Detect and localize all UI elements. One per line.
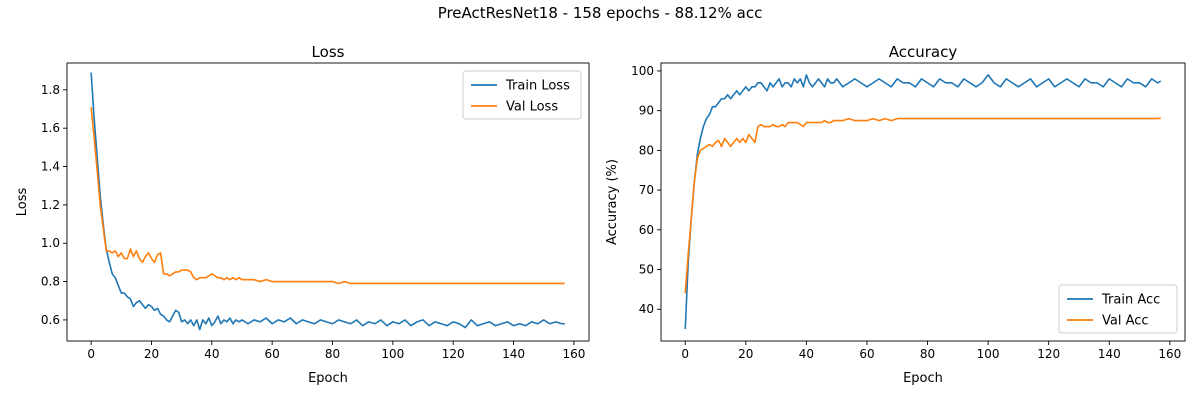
y-tick-label: 1.2 bbox=[41, 198, 60, 212]
x-tick-label: 40 bbox=[204, 347, 219, 361]
y-tick-label: 70 bbox=[639, 183, 654, 197]
y-tick-label: 1.4 bbox=[41, 160, 60, 174]
x-tick-label: 0 bbox=[87, 347, 95, 361]
y-tick-label: 1.0 bbox=[41, 236, 60, 250]
y-axis-label: Accuracy (%) bbox=[605, 159, 620, 245]
x-tick-label: 20 bbox=[144, 347, 159, 361]
y-axis-label: Loss bbox=[15, 188, 30, 217]
x-tick-label: 20 bbox=[738, 347, 753, 361]
x-tick-label: 60 bbox=[859, 347, 874, 361]
legend-label: Train Loss bbox=[505, 79, 570, 94]
x-axis-label: Epoch bbox=[903, 371, 943, 386]
x-tick-label: 100 bbox=[977, 347, 1000, 361]
y-tick-label: 90 bbox=[639, 104, 654, 118]
y-tick-label: 0.8 bbox=[41, 275, 60, 289]
x-tick-label: 100 bbox=[381, 347, 404, 361]
figure-title: PreActResNet18 - 158 epochs - 88.12% acc bbox=[437, 4, 763, 22]
y-tick-label: 50 bbox=[639, 263, 654, 277]
x-tick-label: 120 bbox=[442, 347, 465, 361]
x-tick-label: 120 bbox=[1037, 347, 1060, 361]
x-axis-label: Epoch bbox=[308, 371, 348, 386]
y-tick-label: 40 bbox=[639, 302, 654, 316]
x-tick-label: 160 bbox=[1158, 347, 1181, 361]
y-tick-label: 80 bbox=[639, 143, 654, 157]
y-tick-label: 60 bbox=[639, 223, 654, 237]
chart-title: Accuracy bbox=[889, 43, 958, 61]
series-line-train-acc bbox=[684, 74, 1162, 330]
chart-panel-loss: Loss 0 20 40 60 80 100 120 140 160 0.6 0.8 1.0 1.2 1.4… bbox=[15, 43, 590, 386]
axes-frame bbox=[66, 62, 590, 342]
series-line-val-acc bbox=[684, 117, 1161, 294]
x-tick-label: 80 bbox=[920, 347, 935, 361]
series-line-train-loss bbox=[90, 72, 565, 331]
legend-label: Val Loss bbox=[506, 100, 558, 115]
legend-box bbox=[1058, 284, 1178, 334]
legend-label: Val Acc bbox=[1102, 314, 1149, 329]
y-tick-label: 1.6 bbox=[41, 121, 60, 135]
x-tick-label: 60 bbox=[265, 347, 280, 361]
x-tick-label: 40 bbox=[799, 347, 814, 361]
legend-box bbox=[462, 70, 582, 120]
x-tick-label: 160 bbox=[562, 347, 585, 361]
chart-panel-accuracy: Accuracy 0 20 40 60 80 100 120 140 160 40 50 60 70 80 9… bbox=[605, 43, 1186, 386]
chart-title: Loss bbox=[312, 43, 345, 61]
y-tick-label: 1.8 bbox=[41, 83, 60, 97]
legend-label: Train Acc bbox=[1101, 293, 1160, 308]
y-tick-label: 100 bbox=[631, 64, 654, 78]
legend: Train Acc Val Acc bbox=[1058, 284, 1178, 334]
legend: Train Loss Val Loss bbox=[462, 70, 582, 120]
axes-frame bbox=[660, 62, 1186, 342]
x-tick-label: 140 bbox=[502, 347, 525, 361]
series-line-val-loss bbox=[90, 107, 565, 285]
x-tick-label: 0 bbox=[681, 347, 689, 361]
x-tick-label: 140 bbox=[1098, 347, 1121, 361]
x-tick-label: 80 bbox=[325, 347, 340, 361]
y-tick-label: 0.6 bbox=[41, 313, 60, 327]
